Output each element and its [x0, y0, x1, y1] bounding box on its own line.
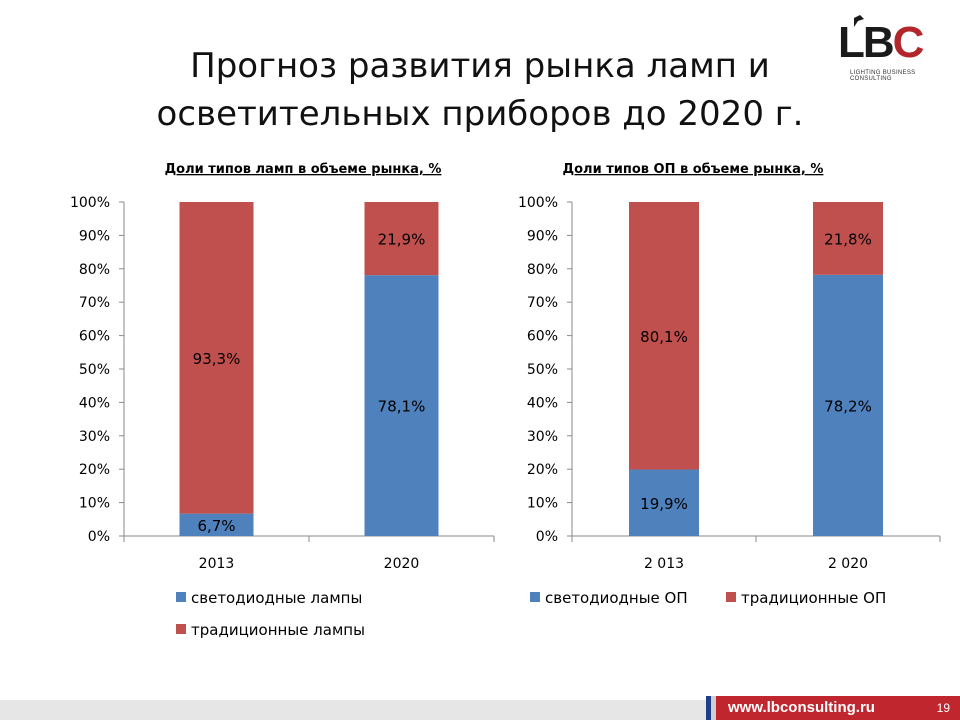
title-line-2: осветительных приборов до 2020 г. — [156, 94, 804, 134]
data-label: 21,8% — [824, 230, 872, 248]
bar-traditional-2013 — [629, 202, 699, 470]
y-tick-label: 100% — [518, 195, 558, 211]
data-label: 21,9% — [378, 231, 426, 249]
x-tick-label: 2020 — [384, 556, 420, 572]
footer-url-text[interactable]: www.lbconsulting.ru — [728, 699, 875, 716]
legend-label: светодиодные ОП — [545, 589, 688, 607]
legend-label: традиционные ОП — [741, 589, 886, 607]
data-label: 78,2% — [824, 397, 872, 415]
footer-stripe-white — [711, 696, 716, 720]
y-tick-label: 90% — [527, 228, 558, 244]
bar-led-2020 — [813, 274, 883, 536]
logo-accent-letter: C — [892, 18, 925, 67]
y-tick-label: 80% — [79, 262, 110, 278]
x-tick-label: 2 013 — [644, 556, 684, 572]
x-tick-label: 2 020 — [828, 556, 868, 572]
footer: www.lbconsulting.ru 19 — [0, 696, 960, 720]
bar-traditional-2013 — [179, 202, 254, 514]
page-title: Прогноз развития рынка ламп и осветитель… — [100, 42, 860, 138]
title-line-1: Прогноз развития рынка ламп и — [190, 46, 770, 86]
footer-url[interactable]: www.lbconsulting.ru — [720, 696, 960, 720]
y-tick-label: 30% — [79, 429, 110, 445]
data-label: 80,1% — [640, 328, 688, 346]
legend-label: традиционные лампы — [191, 621, 365, 639]
bar-led-2013 — [629, 469, 699, 536]
y-tick-label: 50% — [79, 362, 110, 378]
y-tick-label: 80% — [527, 262, 558, 278]
logo-wordmark: LBC — [838, 18, 925, 68]
y-tick-label: 30% — [527, 429, 558, 445]
data-label: 19,9% — [640, 495, 688, 513]
legend-swatch — [176, 592, 186, 602]
y-tick-label: 100% — [70, 195, 110, 211]
y-tick-label: 20% — [79, 462, 110, 478]
footer-stripe-blue — [706, 696, 711, 720]
bar-led-2013 — [179, 513, 254, 536]
y-tick-label: 10% — [79, 496, 110, 512]
data-label: 78,1% — [378, 398, 426, 416]
y-tick-label: 10% — [527, 496, 558, 512]
y-tick-label: 60% — [527, 329, 558, 345]
chart-1: Доли типов ламп в объеме рынка, % 0% 10% 20… — [70, 162, 495, 639]
bar-led-2020 — [364, 275, 439, 536]
y-tick-label: 60% — [79, 329, 110, 345]
logo-main-letters: LB — [838, 18, 895, 67]
chart-title: Доли типов ОП в объеме рынка, % — [563, 162, 824, 177]
y-tick-label: 70% — [79, 295, 110, 311]
y-tick-label: 50% — [527, 362, 558, 378]
chart-title: Доли типов ламп в объеме рынка, % — [165, 162, 442, 177]
company-logo: LBC LIGHTING BUSINESS CONSULTING — [838, 6, 958, 86]
bar-traditional-2020 — [813, 202, 883, 275]
legend-label: светодиодные лампы — [191, 589, 362, 607]
data-label: 93,3% — [193, 350, 241, 368]
footer-bar — [0, 700, 706, 720]
data-label: 6,7% — [197, 517, 235, 535]
y-tick-label: 40% — [79, 395, 110, 411]
y-tick-label: 0% — [536, 529, 558, 545]
legend-swatch — [176, 624, 186, 634]
x-tick-label: 2013 — [199, 556, 235, 572]
y-tick-label: 0% — [88, 529, 110, 545]
page-number: 19 — [936, 701, 950, 715]
legend-swatch — [726, 592, 736, 602]
footer-stripe-red — [716, 696, 720, 720]
y-tick-label: 40% — [527, 395, 558, 411]
chart-2: Доли типов ОП в объеме рынка, % 0% 10% 20% 3… — [518, 162, 941, 607]
y-tick-label: 70% — [527, 295, 558, 311]
y-tick-label: 20% — [527, 462, 558, 478]
logo-subtitle: LIGHTING BUSINESS CONSULTING — [850, 70, 916, 82]
legend-swatch — [530, 592, 540, 602]
y-tick-label: 90% — [79, 228, 110, 244]
bar-traditional-2020 — [364, 202, 439, 276]
charts-canvas: Доли типов ламп в объеме рынка, % 0% 10% 20… — [70, 162, 941, 639]
lamp-icon — [854, 15, 864, 27]
